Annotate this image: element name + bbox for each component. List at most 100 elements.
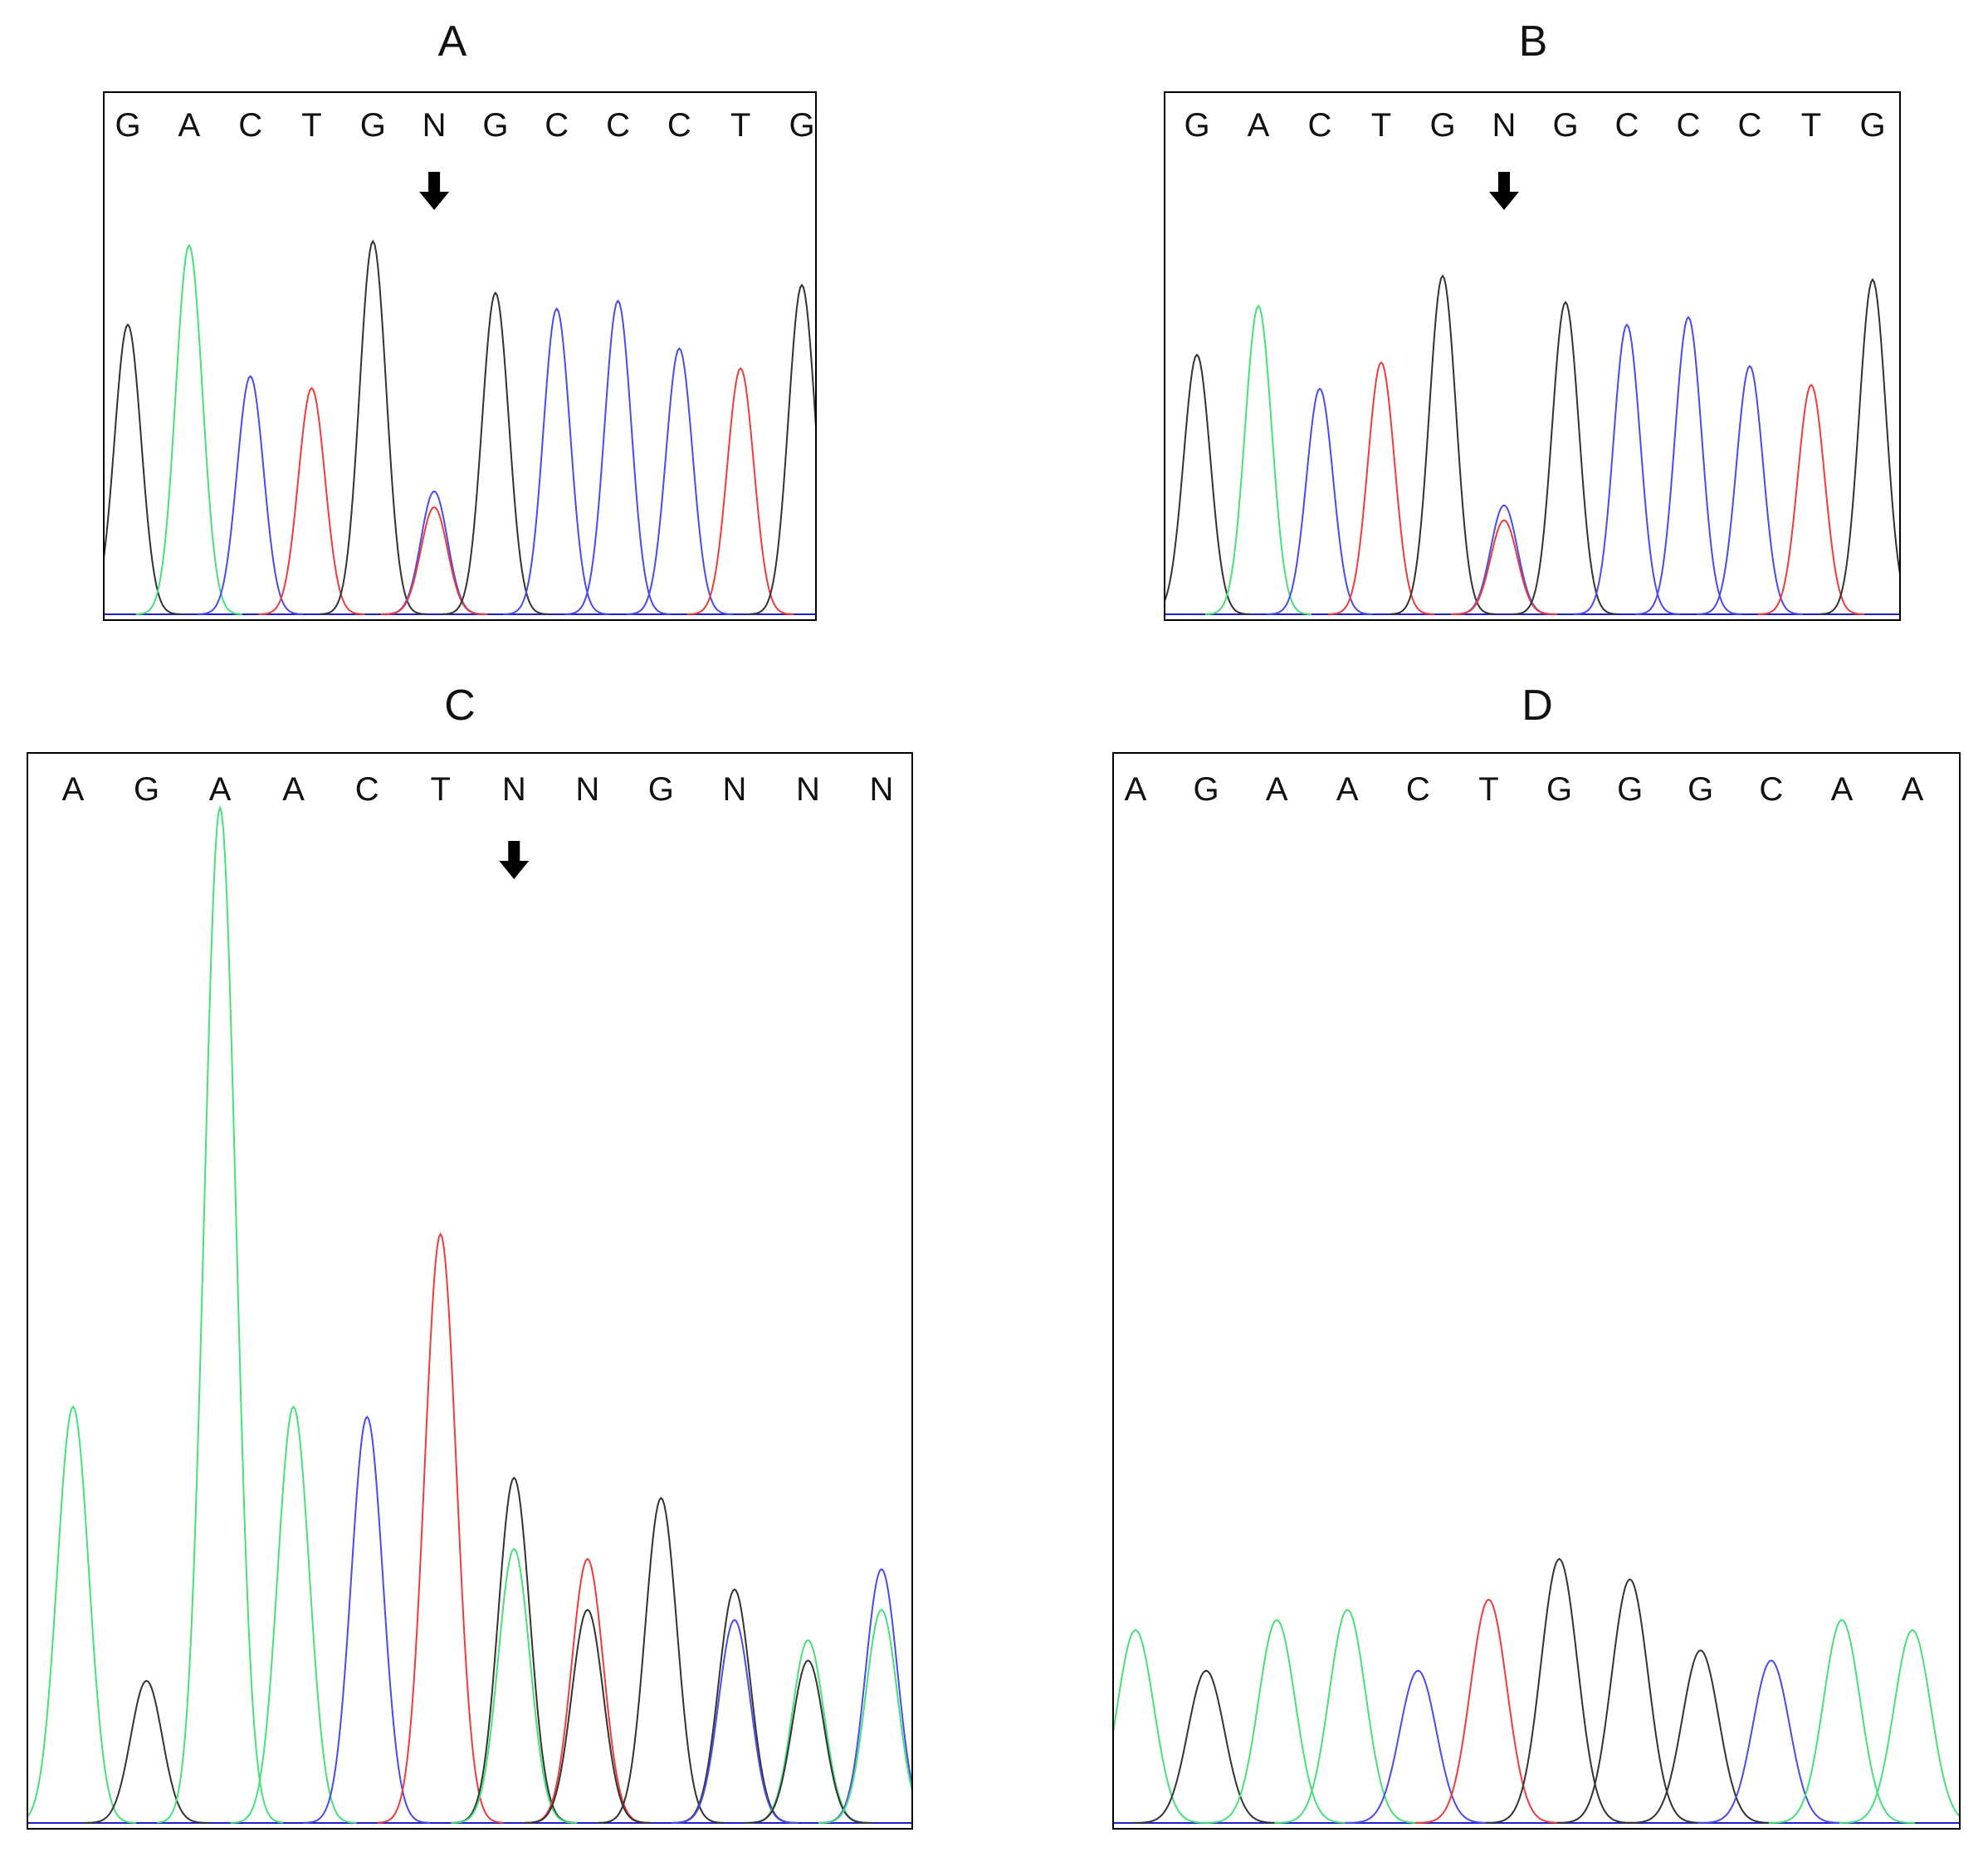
trace-peak bbox=[1696, 364, 1804, 615]
trace-peak bbox=[1345, 1669, 1492, 1824]
base-call-label: G bbox=[1184, 107, 1209, 144]
trace-peak bbox=[381, 506, 488, 615]
trace-peak bbox=[1389, 274, 1497, 615]
base-call-label: N bbox=[423, 107, 447, 144]
base-call-label: C bbox=[1759, 771, 1783, 808]
trace-peak bbox=[320, 239, 427, 615]
base-call-label: C bbox=[667, 107, 691, 144]
trace-peak bbox=[197, 374, 304, 615]
trace-peak bbox=[83, 1679, 210, 1824]
base-call-label: N bbox=[502, 771, 526, 808]
base-call-label: C bbox=[355, 771, 379, 808]
base-call-label: C bbox=[1615, 107, 1639, 144]
trace-peak bbox=[28, 1405, 137, 1824]
base-call-label: A bbox=[209, 771, 232, 808]
base-call-label: N bbox=[1492, 107, 1517, 144]
trace-peak bbox=[1204, 1619, 1351, 1824]
trace-peak bbox=[524, 1557, 651, 1824]
trace-peak bbox=[304, 1415, 431, 1824]
trace-peak bbox=[157, 804, 284, 1824]
trace-peak bbox=[230, 1405, 357, 1824]
base-call-label: T bbox=[1478, 771, 1498, 808]
trace-peak bbox=[564, 299, 672, 615]
trace-peak bbox=[671, 1619, 798, 1824]
trace-peak bbox=[451, 1547, 578, 1824]
arrow-marker-icon bbox=[419, 172, 450, 210]
trace-peak bbox=[1486, 1557, 1633, 1824]
arrow-marker-icon bbox=[499, 841, 530, 879]
base-call-label: G bbox=[1552, 107, 1578, 144]
trace-peak bbox=[1327, 360, 1435, 615]
trace-peak bbox=[1133, 1669, 1280, 1824]
base-call-label: G bbox=[648, 771, 674, 808]
panel-label-b: B bbox=[1518, 17, 1548, 66]
panel-label-c: C bbox=[444, 682, 476, 730]
trace-peak bbox=[1114, 1629, 1209, 1824]
base-call-label: N bbox=[722, 771, 746, 808]
trace-peak bbox=[1634, 315, 1742, 615]
base-call-label: N bbox=[870, 771, 894, 808]
trace-peak bbox=[745, 1639, 872, 1824]
base-call-label: A bbox=[62, 771, 85, 808]
trace-peak bbox=[105, 323, 182, 615]
trace-peak bbox=[1512, 301, 1619, 615]
trace-peak bbox=[745, 1659, 872, 1824]
base-call-label: A bbox=[1248, 107, 1270, 144]
base-call-label: C bbox=[238, 107, 262, 144]
base-call-label: G bbox=[1429, 107, 1455, 144]
trace-peak bbox=[524, 1608, 651, 1824]
base-call-label: T bbox=[730, 107, 750, 144]
base-call-label: C bbox=[1677, 107, 1701, 144]
base-call-label: A bbox=[1266, 771, 1288, 808]
base-call-label: G bbox=[1194, 771, 1219, 808]
base-call-label: G bbox=[1859, 107, 1885, 144]
base-call-label: A bbox=[1831, 771, 1854, 808]
base-call-label: G bbox=[1617, 771, 1643, 808]
base-call-label: G bbox=[134, 771, 159, 808]
base-call-label: N bbox=[575, 771, 599, 808]
trace-peak bbox=[1627, 1649, 1774, 1824]
base-call-label: A bbox=[282, 771, 305, 808]
base-call-label: G bbox=[115, 107, 140, 144]
base-call-label: G bbox=[789, 107, 814, 144]
base-call-label: T bbox=[1801, 107, 1821, 144]
base-call-label: C bbox=[606, 107, 630, 144]
trace-peak bbox=[1267, 387, 1373, 615]
trace-peak bbox=[598, 1497, 725, 1824]
base-call-label: G bbox=[1546, 771, 1572, 808]
trace-peak bbox=[1556, 1578, 1703, 1824]
trace-peak bbox=[687, 367, 794, 615]
base-call-label: T bbox=[301, 107, 321, 144]
base-call-label: G bbox=[482, 107, 508, 144]
trace-peak bbox=[442, 291, 549, 615]
base-call-label: T bbox=[1371, 107, 1391, 144]
base-call-label: A bbox=[1336, 771, 1359, 808]
trace-peak bbox=[1415, 1598, 1562, 1824]
trace-peak bbox=[1165, 353, 1251, 615]
base-call-label: C bbox=[545, 107, 569, 144]
trace-peak bbox=[258, 387, 365, 615]
trace-peak bbox=[377, 1232, 504, 1824]
trace-peak bbox=[1450, 519, 1558, 615]
base-call-label: C bbox=[1738, 107, 1762, 144]
base-call-label: G bbox=[1688, 771, 1713, 808]
base-call-label: A bbox=[1902, 771, 1924, 808]
trace-peak bbox=[503, 307, 610, 615]
trace-peak bbox=[818, 1608, 911, 1824]
base-call-label: C bbox=[1308, 107, 1332, 144]
panel-label-a: A bbox=[437, 17, 467, 66]
base-call-label: A bbox=[1125, 771, 1147, 808]
trace-peak bbox=[1697, 1659, 1844, 1824]
trace-peak bbox=[626, 347, 733, 615]
trace-peak bbox=[1839, 1629, 1959, 1824]
trace-peak bbox=[748, 283, 815, 615]
trace-peak bbox=[1819, 277, 1899, 615]
base-call-label: A bbox=[178, 107, 200, 144]
